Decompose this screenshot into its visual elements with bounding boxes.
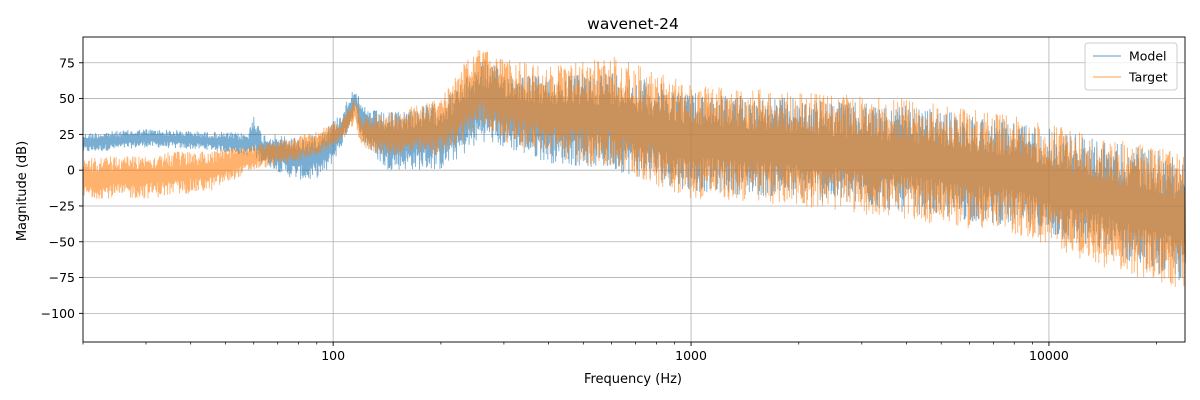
y-tick-label: −75 (49, 270, 75, 285)
y-tick-label: 0 (67, 163, 75, 178)
x-tick-label: 10000 (1029, 348, 1069, 363)
plot-series (82, 50, 1186, 288)
y-tick-label: −50 (49, 234, 75, 249)
y-tick-label: −100 (41, 306, 75, 321)
legend-label-model: Model (1129, 49, 1167, 64)
x-tick-label: 1000 (675, 348, 707, 363)
y-tick-label: 25 (59, 127, 75, 142)
axes: 100 1000 10000 75 50 25 0 −25 −50 −75 −100 (41, 36, 1186, 363)
y-tick-label: 75 (59, 55, 75, 70)
x-tick-label: 100 (321, 348, 345, 363)
series-target (82, 50, 1186, 288)
chart-title: wavenet-24 (587, 15, 679, 33)
y-axis-label: Magnitude (dB) (15, 141, 30, 241)
x-axis-label: Frequency (Hz) (584, 372, 682, 387)
plot-frame (82, 36, 1186, 343)
legend-box (1084, 42, 1178, 91)
y-tick-label: −25 (49, 198, 75, 213)
legend-label-target: Target (1128, 70, 1168, 85)
y-tick-label: 50 (59, 91, 75, 106)
legend: Model Target (1084, 42, 1178, 91)
